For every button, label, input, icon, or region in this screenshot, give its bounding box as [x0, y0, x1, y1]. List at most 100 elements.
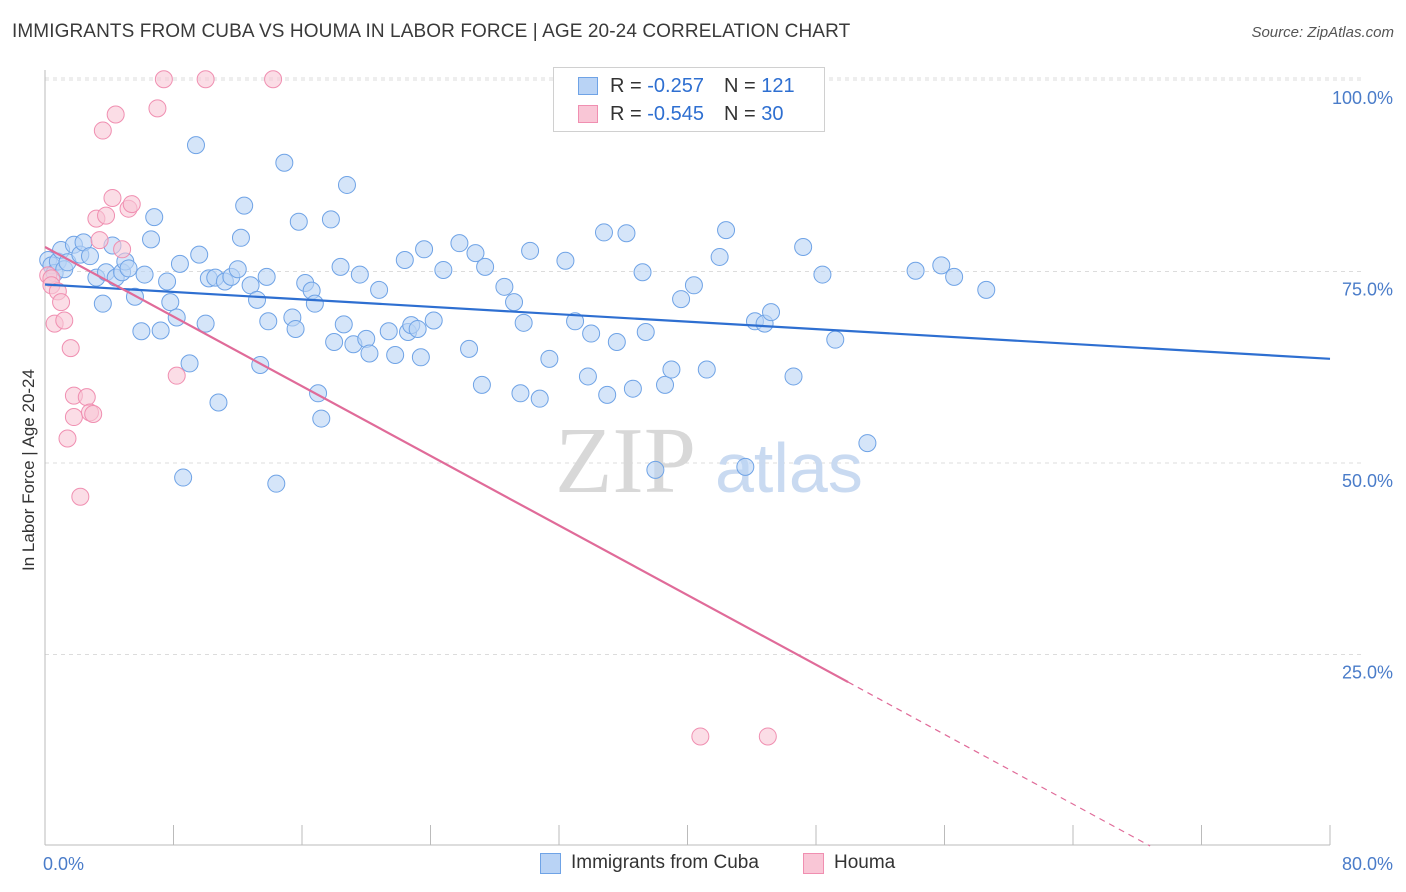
- data-point-cuba: [231, 228, 250, 247]
- x-tick-label: 80.0%: [1342, 854, 1393, 874]
- bottom-legend-swatch-houma: [803, 852, 824, 874]
- data-point-cuba: [248, 290, 267, 309]
- data-point-cuba: [209, 393, 228, 412]
- trendlines: [44, 246, 1331, 847]
- data-point-houma: [148, 99, 167, 118]
- data-point-cuba: [578, 367, 597, 386]
- legend-n-value: 121: [761, 74, 795, 97]
- data-point-houma: [103, 188, 122, 207]
- data-point-cuba: [289, 212, 308, 231]
- data-point-houma: [758, 727, 777, 746]
- data-point-cuba: [267, 474, 286, 493]
- data-point-cuba: [495, 277, 514, 296]
- y-tick-label: 100.0%: [1332, 88, 1393, 108]
- data-point-houma: [61, 339, 80, 358]
- data-point-cuba: [257, 267, 276, 286]
- data-point-cuba: [710, 247, 729, 266]
- data-point-cuba: [305, 294, 324, 313]
- data-point-cuba: [633, 263, 652, 282]
- data-point-cuba: [334, 315, 353, 334]
- series-houma: [39, 70, 777, 746]
- data-point-cuba: [186, 136, 205, 155]
- y-tick-label: 50.0%: [1342, 471, 1393, 491]
- legend-r-value: -0.257: [647, 74, 704, 97]
- data-point-houma: [93, 121, 112, 140]
- legend-r-label: R =: [610, 74, 648, 97]
- data-point-cuba: [794, 237, 813, 256]
- data-point-cuba: [594, 223, 613, 242]
- trendline-houma-extension: [847, 681, 1151, 847]
- data-point-cuba: [530, 389, 549, 408]
- data-point-houma: [196, 70, 215, 89]
- data-point-cuba: [170, 254, 189, 273]
- bottom-legend-item-houma: Houma: [803, 852, 895, 874]
- data-point-cuba: [505, 293, 524, 312]
- trendline-houma: [44, 246, 849, 684]
- data-point-cuba: [511, 384, 530, 403]
- data-point-cuba: [259, 312, 278, 331]
- legend-r-value: -0.545: [647, 102, 704, 125]
- data-point-cuba: [466, 244, 485, 263]
- data-point-cuba: [623, 379, 642, 398]
- data-point-houma: [64, 408, 83, 427]
- data-point-houma: [97, 206, 116, 225]
- legend-r-label: R =: [610, 102, 648, 125]
- data-point-cuba: [607, 332, 626, 351]
- watermark-zip: ZIP: [555, 409, 696, 513]
- data-point-cuba: [331, 257, 350, 276]
- data-point-cuba: [932, 256, 951, 275]
- data-point-houma: [264, 70, 283, 89]
- series-cuba: [39, 136, 996, 493]
- legend-n-label: N =: [723, 102, 762, 125]
- data-point-cuba: [80, 247, 99, 266]
- data-point-houma: [52, 293, 71, 312]
- data-point-cuba: [566, 312, 585, 331]
- data-point-cuba: [762, 303, 781, 322]
- data-point-cuba: [826, 330, 845, 349]
- data-point-houma: [122, 195, 141, 214]
- data-point-cuba: [636, 323, 655, 342]
- data-point-houma: [55, 311, 74, 330]
- data-point-cuba: [582, 324, 601, 343]
- data-point-cuba: [697, 360, 716, 379]
- data-point-cuba: [411, 348, 430, 367]
- legend-row-houma: R = -0.545 N = 30: [578, 101, 783, 127]
- data-point-cuba: [472, 375, 491, 394]
- data-point-cuba: [617, 224, 636, 243]
- bottom-legend-swatch-cuba: [540, 852, 561, 874]
- legend: R = -0.257 N = 121 R = -0.545 N = 30: [553, 67, 825, 132]
- chart-title: IMMIGRANTS FROM CUBA VS HOUMA IN LABOR F…: [12, 21, 851, 42]
- y-tick-label: 25.0%: [1342, 663, 1393, 683]
- y-axis-title: In Labor Force | Age 20-24: [19, 369, 38, 571]
- data-point-cuba: [325, 332, 344, 351]
- data-point-houma: [691, 727, 710, 746]
- data-point-cuba: [119, 259, 138, 278]
- data-point-cuba: [142, 230, 161, 249]
- legend-row-cuba: R = -0.257 N = 121: [578, 73, 795, 99]
- data-point-cuba: [945, 267, 964, 286]
- legend-n-label: N =: [723, 74, 762, 97]
- data-point-cuba: [684, 276, 703, 295]
- data-point-cuba: [646, 460, 665, 479]
- data-point-cuba: [135, 265, 154, 284]
- data-point-cuba: [93, 294, 112, 313]
- data-point-cuba: [350, 265, 369, 284]
- data-point-cuba: [161, 293, 180, 312]
- data-point-cuba: [180, 354, 199, 373]
- legend-swatch-houma: [578, 105, 598, 123]
- data-point-cuba: [434, 260, 453, 279]
- data-point-houma: [71, 487, 90, 506]
- data-point-houma: [106, 105, 125, 124]
- data-point-cuba: [151, 321, 170, 340]
- data-point-cuba: [145, 208, 164, 227]
- data-point-cuba: [717, 221, 736, 240]
- data-point-cuba: [450, 234, 469, 253]
- axes: [44, 70, 1331, 846]
- data-point-cuba: [415, 240, 434, 259]
- data-point-cuba: [977, 280, 996, 299]
- data-point-cuba: [858, 434, 877, 453]
- data-point-cuba: [312, 409, 331, 428]
- y-tick-label: 75.0%: [1342, 280, 1393, 300]
- legend-swatch-cuba: [578, 77, 598, 95]
